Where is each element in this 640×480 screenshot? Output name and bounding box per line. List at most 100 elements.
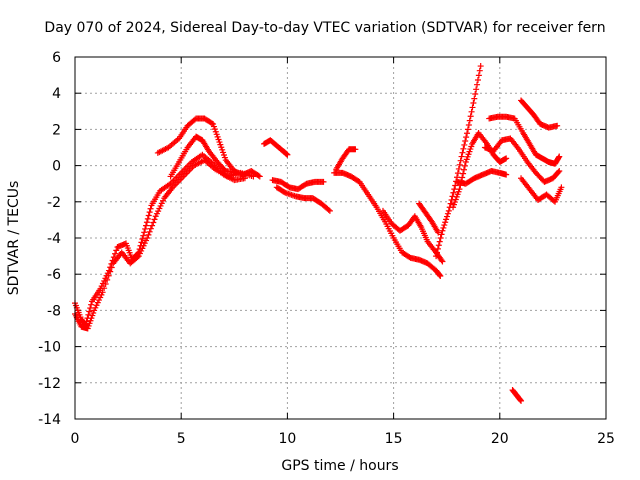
y-tick-label: -4 — [47, 231, 61, 247]
data-point — [326, 207, 333, 214]
data-point — [150, 219, 157, 226]
data-point — [255, 172, 262, 179]
data-point — [444, 213, 451, 220]
data-point — [462, 138, 469, 145]
series-arc-8 — [333, 146, 359, 173]
data-point — [435, 242, 442, 249]
data-point — [147, 205, 154, 212]
series-arc-19 — [509, 387, 525, 404]
series-arc-6 — [269, 177, 327, 193]
data-point — [88, 301, 95, 308]
data-points — [72, 63, 565, 404]
y-tick-label: 2 — [52, 122, 61, 138]
y-axis-title: SDTVAR / TECUs — [6, 181, 22, 296]
data-point — [475, 72, 482, 79]
data-point — [433, 249, 440, 256]
data-point — [436, 272, 443, 279]
data-point — [460, 145, 467, 152]
data-point — [437, 273, 444, 280]
data-point — [461, 162, 468, 169]
data-point — [142, 225, 149, 232]
series-arc-2 — [72, 157, 257, 332]
data-point — [140, 232, 147, 239]
series-arc-4 — [167, 133, 240, 180]
data-point — [233, 169, 240, 176]
data-point — [476, 67, 483, 74]
data-point — [439, 227, 446, 234]
y-tick-label: 6 — [52, 50, 61, 66]
data-point — [468, 108, 475, 115]
data-point — [284, 151, 291, 158]
x-axis-title: GPS time / hours — [281, 458, 398, 474]
data-point — [320, 178, 327, 185]
data-point — [456, 161, 463, 168]
data-point — [147, 225, 154, 232]
data-point — [438, 231, 445, 238]
series-arc-14 — [454, 168, 510, 187]
x-tick-label: 20 — [491, 431, 509, 447]
data-point — [145, 231, 152, 238]
x-tick-label: 25 — [597, 431, 615, 447]
series-arc-18 — [518, 175, 565, 205]
data-point — [470, 100, 477, 107]
data-point — [450, 189, 457, 196]
data-point — [325, 206, 332, 213]
data-point — [452, 182, 459, 189]
data-point — [463, 134, 470, 141]
data-point — [457, 157, 464, 164]
data-point — [138, 239, 145, 246]
series-arc-9 — [331, 169, 444, 280]
data-point — [467, 113, 474, 120]
series-arc-10 — [379, 207, 446, 265]
data-point — [471, 95, 478, 102]
data-point — [459, 174, 466, 181]
data-point — [518, 397, 525, 404]
data-point — [256, 173, 263, 180]
x-tick-label: 0 — [71, 431, 80, 447]
data-point — [104, 276, 111, 283]
x-tick-label: 5 — [177, 431, 186, 447]
data-point — [443, 216, 450, 223]
data-point — [473, 86, 480, 93]
data-point — [517, 397, 524, 404]
data-point — [440, 224, 447, 231]
data-point — [444, 210, 451, 217]
data-point — [113, 247, 120, 254]
data-point — [208, 120, 215, 127]
data-point — [144, 215, 151, 222]
data-point — [469, 104, 476, 111]
data-point — [144, 235, 151, 241]
data-point — [503, 171, 510, 178]
data-point — [442, 219, 449, 226]
data-point — [102, 281, 109, 288]
data-point — [558, 184, 565, 191]
data-point — [477, 63, 484, 70]
data-point — [107, 268, 114, 275]
data-point — [86, 308, 93, 315]
data-point — [555, 154, 562, 161]
data-point — [556, 153, 563, 160]
x-tick-label: 15 — [385, 431, 403, 447]
data-point — [554, 122, 561, 129]
series-arc-12 — [433, 63, 484, 260]
data-point — [112, 250, 119, 257]
y-tick-label: 4 — [52, 86, 61, 102]
data-point — [447, 200, 454, 207]
data-point — [461, 141, 468, 148]
data-point — [474, 77, 481, 84]
data-point — [281, 188, 288, 195]
data-point — [145, 212, 152, 219]
series-arc-17 — [518, 97, 561, 131]
series-arc-7 — [273, 184, 333, 214]
data-point — [465, 122, 472, 129]
data-point — [134, 254, 141, 261]
series-arc-16 — [481, 135, 563, 185]
series-arc-11 — [416, 200, 442, 236]
data-point — [101, 285, 108, 292]
y-tick-label: -12 — [38, 376, 61, 392]
data-point — [455, 165, 462, 172]
data-point — [503, 155, 510, 162]
data-point — [434, 245, 441, 252]
data-point — [352, 146, 359, 153]
